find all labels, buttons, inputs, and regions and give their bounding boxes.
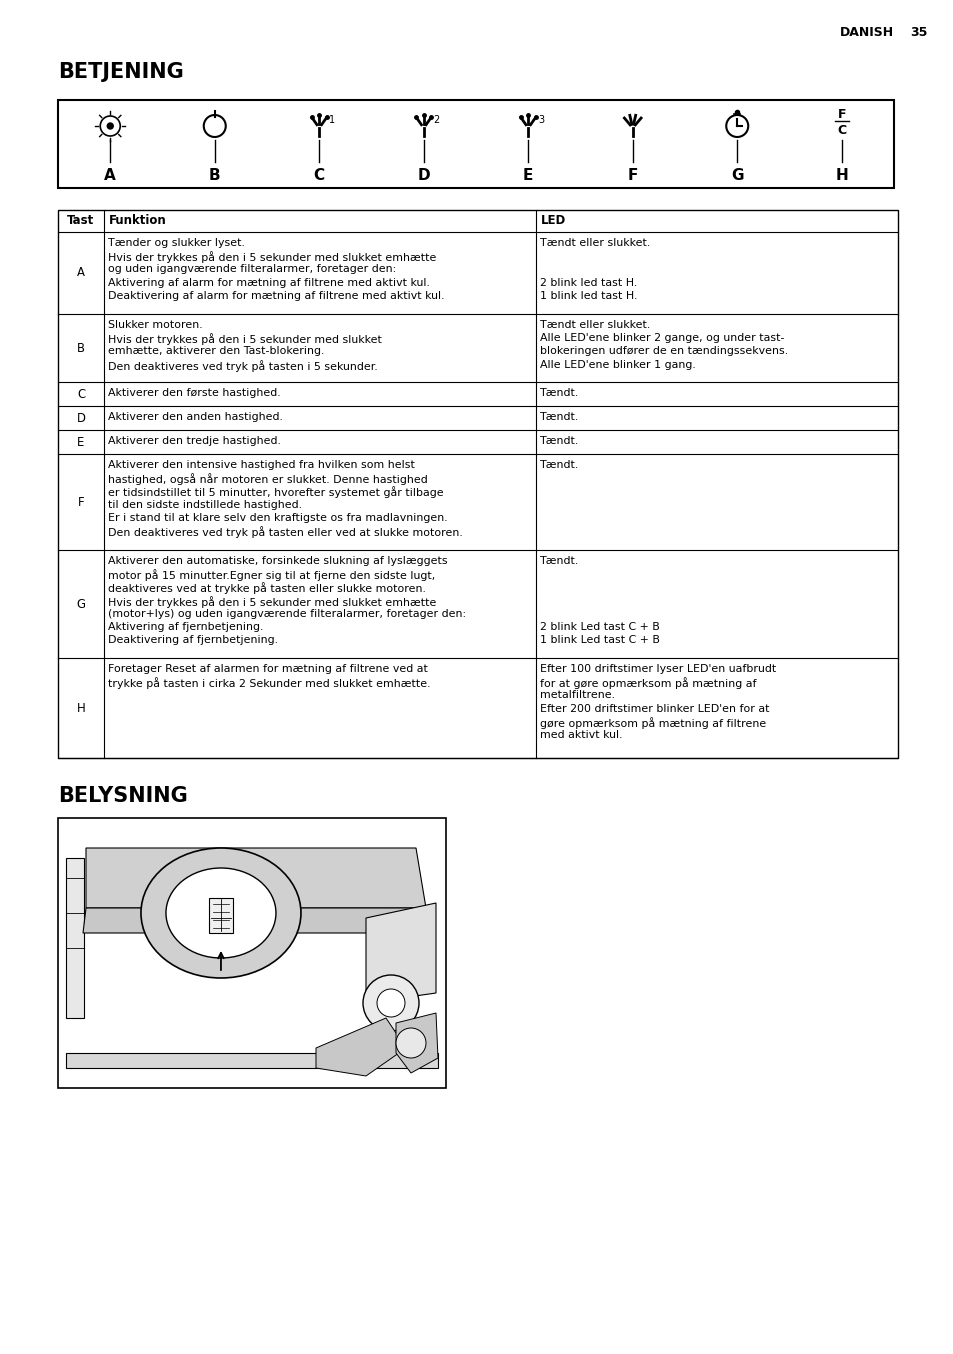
Text: 1 blink led tast H.: 1 blink led tast H. bbox=[539, 291, 637, 301]
Text: Deaktivering af fjernbetjening.: Deaktivering af fjernbetjening. bbox=[108, 635, 277, 646]
Text: F: F bbox=[837, 108, 845, 121]
Text: H: H bbox=[76, 701, 85, 715]
Bar bbox=[66, 1053, 437, 1068]
Text: Aktivering af fjernbetjening.: Aktivering af fjernbetjening. bbox=[108, 621, 263, 632]
Text: Den deaktiveres ved tryk på tasten i 5 sekunder.: Den deaktiveres ved tryk på tasten i 5 s… bbox=[108, 360, 377, 371]
Text: Den deaktiveres ved tryk på tasten eller ved at slukke motoren.: Den deaktiveres ved tryk på tasten eller… bbox=[108, 525, 462, 538]
Text: Hvis der trykkes på den i 5 sekunder med slukket emhætte: Hvis der trykkes på den i 5 sekunder med… bbox=[108, 596, 436, 608]
Text: Tændt.: Tændt. bbox=[539, 556, 578, 566]
Text: D: D bbox=[417, 168, 430, 183]
Text: A: A bbox=[104, 168, 116, 183]
Text: Tændt eller slukket.: Tændt eller slukket. bbox=[539, 238, 650, 248]
Text: 1: 1 bbox=[329, 115, 335, 125]
Text: Aktiverer den automatiske, forsinkede slukning af lyslæggets: Aktiverer den automatiske, forsinkede sl… bbox=[108, 556, 447, 566]
Circle shape bbox=[363, 975, 418, 1030]
Polygon shape bbox=[395, 1013, 437, 1072]
Text: Foretager Reset af alarmen for mætning af filtrene ved at: Foretager Reset af alarmen for mætning a… bbox=[108, 663, 428, 674]
Text: DANISH: DANISH bbox=[840, 26, 893, 38]
Text: blokeringen udfører de en tændingssekvens.: blokeringen udfører de en tændingssekven… bbox=[539, 347, 787, 356]
Text: hastighed, også når motoren er slukket. Denne hastighed: hastighed, også når motoren er slukket. … bbox=[108, 473, 427, 485]
Polygon shape bbox=[86, 848, 426, 909]
Text: Tænder og slukker lyset.: Tænder og slukker lyset. bbox=[108, 238, 245, 248]
Bar bbox=[66, 858, 84, 1018]
Circle shape bbox=[395, 1028, 426, 1057]
Text: Aktiverer den anden hastighed.: Aktiverer den anden hastighed. bbox=[108, 412, 283, 422]
Text: Tændt.: Tændt. bbox=[539, 389, 578, 398]
Text: til den sidste indstillede hastighed.: til den sidste indstillede hastighed. bbox=[108, 500, 302, 509]
Text: Tændt eller slukket.: Tændt eller slukket. bbox=[539, 320, 650, 330]
Text: med aktivt kul.: med aktivt kul. bbox=[539, 730, 622, 741]
Text: Tændt.: Tændt. bbox=[539, 412, 578, 422]
Text: 35: 35 bbox=[909, 26, 926, 38]
Text: Tændt.: Tændt. bbox=[539, 460, 578, 470]
Ellipse shape bbox=[141, 848, 300, 978]
Text: E: E bbox=[522, 168, 533, 183]
Text: Efter 200 driftstimer blinker LED'en for at: Efter 200 driftstimer blinker LED'en for… bbox=[539, 704, 769, 714]
Ellipse shape bbox=[166, 868, 275, 959]
Text: Hvis der trykkes på den i 5 sekunder med slukket emhætte: Hvis der trykkes på den i 5 sekunder med… bbox=[108, 252, 436, 263]
Polygon shape bbox=[366, 903, 436, 1003]
Text: B: B bbox=[77, 341, 85, 355]
Text: E: E bbox=[77, 436, 85, 448]
Text: Aktiverer den tredje hastighed.: Aktiverer den tredje hastighed. bbox=[108, 436, 280, 445]
Text: B: B bbox=[209, 168, 220, 183]
Bar bbox=[58, 210, 897, 758]
Text: Aktivering af alarm for mætning af filtrene med aktivt kul.: Aktivering af alarm for mætning af filtr… bbox=[108, 278, 430, 287]
Text: Aktiverer den første hastighed.: Aktiverer den første hastighed. bbox=[108, 389, 280, 398]
Text: BELYSNING: BELYSNING bbox=[58, 787, 188, 806]
Text: Tændt.: Tændt. bbox=[539, 436, 578, 445]
Text: Alle LED'ene blinker 2 gange, og under tast-: Alle LED'ene blinker 2 gange, og under t… bbox=[539, 333, 783, 343]
Circle shape bbox=[107, 123, 113, 129]
Text: Hvis der trykkes på den i 5 sekunder med slukket: Hvis der trykkes på den i 5 sekunder med… bbox=[108, 333, 381, 345]
Text: C: C bbox=[77, 387, 85, 401]
Text: Slukker motoren.: Slukker motoren. bbox=[108, 320, 202, 330]
Text: Tast: Tast bbox=[68, 214, 94, 227]
Text: G: G bbox=[76, 597, 86, 611]
Bar bbox=[58, 100, 893, 188]
Text: 2 blink Led tast C + B: 2 blink Led tast C + B bbox=[539, 621, 659, 632]
Polygon shape bbox=[83, 909, 431, 933]
Text: emhætte, aktiverer den Tast-blokering.: emhætte, aktiverer den Tast-blokering. bbox=[108, 347, 324, 356]
Circle shape bbox=[725, 115, 747, 137]
Text: C: C bbox=[837, 125, 845, 137]
Text: 2 blink led tast H.: 2 blink led tast H. bbox=[539, 278, 637, 287]
Text: 3: 3 bbox=[537, 115, 544, 125]
Text: G: G bbox=[730, 168, 742, 183]
Circle shape bbox=[100, 116, 120, 135]
Text: er tidsindstillet til 5 minutter, hvorefter systemet går tilbage: er tidsindstillet til 5 minutter, hvoref… bbox=[108, 486, 443, 498]
Text: Deaktivering af alarm for mætning af filtrene med aktivt kul.: Deaktivering af alarm for mætning af fil… bbox=[108, 291, 444, 301]
Text: H: H bbox=[835, 168, 847, 183]
Text: gøre opmærksom på mætning af filtrene: gøre opmærksom på mætning af filtrene bbox=[539, 716, 765, 728]
Text: Aktiverer den intensive hastighed fra hvilken som helst: Aktiverer den intensive hastighed fra hv… bbox=[108, 460, 415, 470]
Text: D: D bbox=[76, 412, 86, 425]
Text: 1 blink Led tast C + B: 1 blink Led tast C + B bbox=[539, 635, 659, 646]
Text: 2: 2 bbox=[434, 115, 439, 125]
Text: Alle LED'ene blinker 1 gang.: Alle LED'ene blinker 1 gang. bbox=[539, 360, 695, 370]
Bar bbox=[209, 898, 233, 933]
Text: A: A bbox=[77, 267, 85, 279]
Text: C: C bbox=[314, 168, 324, 183]
Circle shape bbox=[376, 988, 405, 1017]
Bar bbox=[58, 818, 446, 1089]
Text: Efter 100 driftstimer lyser LED'en uafbrudt: Efter 100 driftstimer lyser LED'en uafbr… bbox=[539, 663, 776, 674]
Circle shape bbox=[204, 115, 226, 137]
Text: og uden igangværende filteralarmer, foretager den:: og uden igangværende filteralarmer, fore… bbox=[108, 264, 395, 275]
Text: metalfiltrene.: metalfiltrene. bbox=[539, 691, 615, 700]
Text: Funktion: Funktion bbox=[109, 214, 167, 227]
Text: (motor+lys) og uden igangværende filteralarmer, foretager den:: (motor+lys) og uden igangværende filtera… bbox=[108, 609, 466, 619]
Text: deaktiveres ved at trykke på tasten eller slukke motoren.: deaktiveres ved at trykke på tasten elle… bbox=[108, 582, 425, 594]
Text: trykke på tasten i cirka 2 Sekunder med slukket emhætte.: trykke på tasten i cirka 2 Sekunder med … bbox=[108, 677, 430, 689]
Text: F: F bbox=[77, 496, 84, 509]
Text: Er i stand til at klare selv den kraftigste os fra madlavningen.: Er i stand til at klare selv den kraftig… bbox=[108, 513, 447, 523]
Text: LED: LED bbox=[540, 214, 566, 227]
Text: motor på 15 minutter.Egner sig til at fjerne den sidste lugt,: motor på 15 minutter.Egner sig til at fj… bbox=[108, 569, 435, 581]
Text: F: F bbox=[627, 168, 638, 183]
Text: for at gøre opmærksom på mætning af: for at gøre opmærksom på mætning af bbox=[539, 677, 756, 689]
Text: BETJENING: BETJENING bbox=[58, 62, 184, 83]
Polygon shape bbox=[315, 1018, 406, 1076]
